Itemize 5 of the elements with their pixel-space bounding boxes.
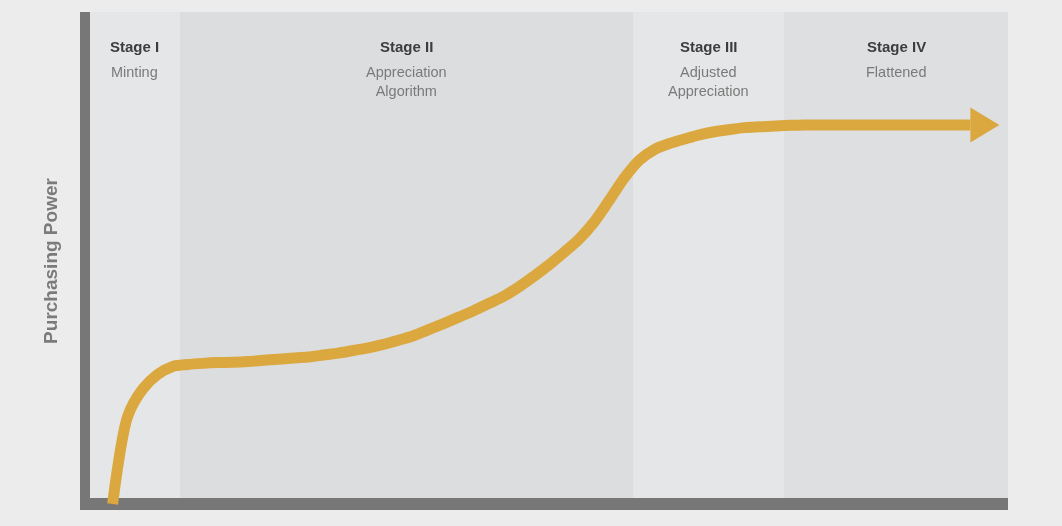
text: Stage IV Flattened [866,38,927,80]
text: Stage I Minting [110,38,160,80]
y-axis-title: Purchasing Power [40,177,62,344]
text: Stage II Appreciation Algorithm [366,38,447,99]
text: Stage III Adjusted Appreciation [668,38,749,99]
